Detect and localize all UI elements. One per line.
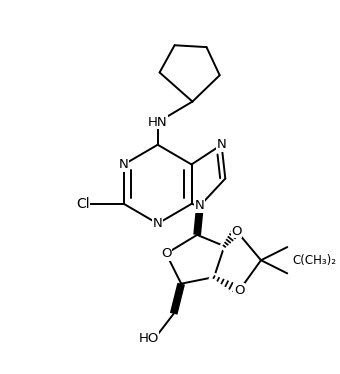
Text: N: N [217, 138, 226, 151]
Text: Cl: Cl [76, 197, 89, 211]
Text: N: N [195, 199, 205, 212]
Text: N: N [153, 217, 163, 230]
Text: HN: HN [148, 116, 168, 129]
Text: O: O [231, 225, 242, 237]
Text: C(CH₃)₂: C(CH₃)₂ [292, 254, 336, 267]
Text: O: O [161, 247, 171, 260]
Text: HO: HO [138, 332, 159, 345]
Text: O: O [234, 284, 245, 297]
Text: N: N [119, 158, 129, 171]
